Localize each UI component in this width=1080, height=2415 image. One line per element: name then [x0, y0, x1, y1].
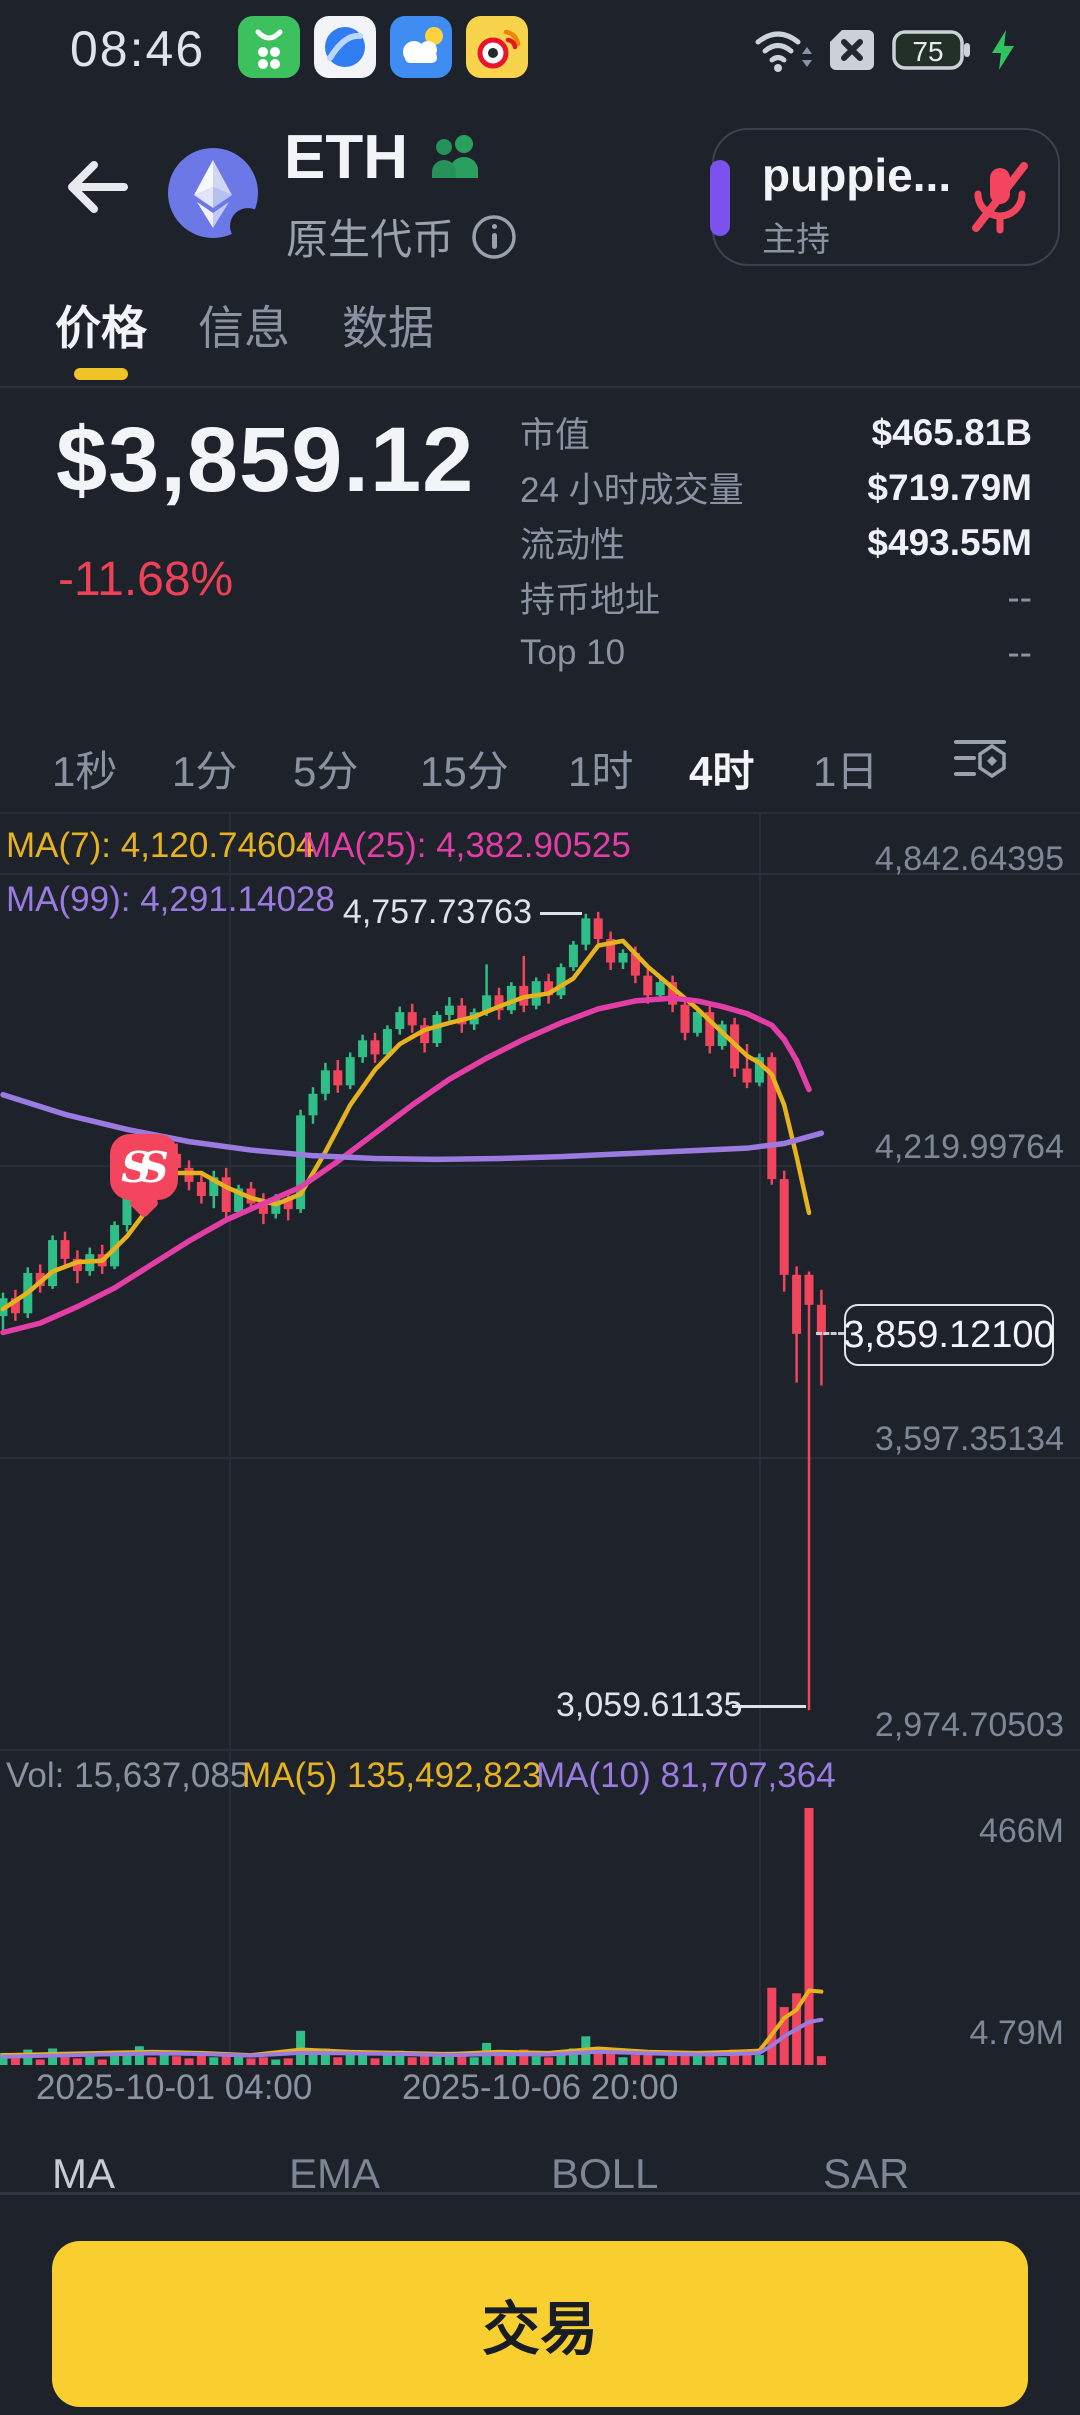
- stat-row-holders: 持币地址 --: [520, 576, 1032, 621]
- bottom-action-bar: 交易: [0, 2192, 1080, 2415]
- y-axis-label-1: 4,842.64395: [874, 840, 1064, 878]
- sim-missing-icon: [830, 30, 874, 70]
- browser-icon: [314, 16, 376, 78]
- chart-marker-badge[interactable]: SS: [110, 1134, 178, 1200]
- x-axis-label-1: 2025-10-01 04:00: [36, 2068, 313, 2107]
- charging-bolt-icon: [992, 30, 1014, 70]
- battery-icon: 75: [892, 30, 970, 70]
- stats-panel: 市值 $465.81B 24 小时成交量 $719.79M 流动性 $493.5…: [520, 405, 1032, 680]
- voice-room-name: puppie...: [762, 149, 952, 201]
- voice-room-accent-bar: [710, 160, 730, 236]
- high-annotation-line: [540, 912, 582, 915]
- token-title-row: ETH: [284, 122, 484, 193]
- indicator-settings-icon[interactable]: [952, 732, 1010, 788]
- wifi-icon: [755, 31, 812, 72]
- weather-icon: [390, 16, 452, 78]
- volume-ma10-label: MA(10) 81,707,364: [536, 1756, 836, 1795]
- high-price-annotation: 4,757.73763: [342, 893, 532, 931]
- status-bar-app-icons: [238, 16, 528, 78]
- volume-axis-min: 4.79M: [969, 2014, 1065, 2052]
- info-icon[interactable]: [470, 213, 518, 261]
- tab-price[interactable]: 价格: [55, 302, 147, 354]
- y-axis-label-2: 4,219.99764: [874, 1128, 1064, 1166]
- voice-room-pill[interactable]: puppie... 主持: [710, 128, 1060, 266]
- token-name: ETH: [284, 123, 408, 192]
- tab-data[interactable]: 数据: [342, 302, 434, 354]
- candlestick-chart[interactable]: [0, 812, 1080, 2110]
- stat-row-volume24h: 24 小时成交量 $719.79M: [520, 466, 1032, 511]
- ma7-label: MA(7): 4,120.74604: [6, 826, 316, 865]
- status-bar-right: 75: [752, 24, 1018, 76]
- marker-badge-text: SS: [121, 1142, 169, 1192]
- token-subtitle-row: 原生代币: [286, 206, 518, 267]
- voice-room-role: 主持: [762, 221, 830, 259]
- weibo-icon: [466, 16, 528, 78]
- current-price-dash: [816, 1332, 844, 1335]
- volume-axis-max: 466M: [978, 1812, 1064, 1850]
- app-store-icon: [238, 16, 300, 78]
- indicator-tab-ema[interactable]: EMA: [289, 2150, 381, 2192]
- stat-row-liquidity: 流动性 $493.55M: [520, 521, 1032, 566]
- current-price: $3,859.12: [56, 409, 475, 511]
- stat-row-marketcap: 市值 $465.81B: [520, 411, 1032, 456]
- tabs-divider: [0, 386, 1080, 388]
- x-axis-label-2: 2025-10-06 20:00: [402, 2068, 679, 2107]
- ma25-label: MA(25): 4,382.90525: [302, 826, 631, 865]
- token-type-label: 原生代币: [286, 216, 455, 263]
- battery-percent-text: 75: [912, 36, 943, 67]
- ma99-label: MA(99): 4,291.14028: [6, 880, 335, 919]
- price-change-percent: -11.68%: [58, 553, 234, 606]
- indicator-tab-ma[interactable]: MA: [52, 2150, 115, 2192]
- timeframe-15m[interactable]: 15分: [420, 748, 509, 795]
- timeframe-1d[interactable]: 1日: [813, 748, 879, 795]
- eth-logo-icon: [168, 148, 266, 244]
- tab-info[interactable]: 信息: [198, 302, 290, 354]
- low-annotation-line: [732, 1705, 806, 1708]
- token-logo: [166, 146, 266, 251]
- timeframe-4h[interactable]: 4时: [689, 748, 755, 795]
- mic-muted-icon[interactable]: [964, 162, 1036, 238]
- y-axis-label-4: 2,974.70503: [874, 1706, 1064, 1744]
- low-price-annotation: 3,059.61135: [556, 1686, 743, 1724]
- indicator-tab-sar[interactable]: SAR: [823, 2150, 910, 2192]
- holders-people-icon: [432, 134, 478, 178]
- active-tab-underline: [74, 368, 128, 380]
- y-axis-label-3: 3,597.35134: [874, 1420, 1064, 1458]
- current-price-tag: 3,859.12100: [843, 1304, 1055, 1366]
- stat-row-top10: Top 10 --: [520, 631, 1032, 673]
- status-bar-time: 08:46: [70, 21, 206, 77]
- volume-label: Vol: 15,637,085: [6, 1756, 250, 1795]
- timeframe-1m[interactable]: 1分: [172, 748, 238, 795]
- timeframe-5m[interactable]: 5分: [293, 748, 359, 795]
- back-arrow-icon: [68, 161, 128, 213]
- timeframe-1s[interactable]: 1秒: [52, 748, 118, 795]
- trade-button[interactable]: 交易: [52, 2241, 1028, 2407]
- indicator-tab-boll[interactable]: BOLL: [551, 2150, 659, 2192]
- back-button[interactable]: [58, 152, 138, 227]
- timeframe-1h[interactable]: 1时: [568, 748, 634, 795]
- volume-ma5-label: MA(5) 135,492,823: [242, 1756, 542, 1795]
- indicator-tabs-row: MA EMA BOLL SAR: [0, 2150, 1080, 2192]
